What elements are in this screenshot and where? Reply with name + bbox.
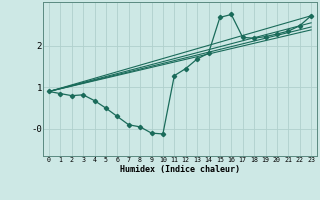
- X-axis label: Humidex (Indice chaleur): Humidex (Indice chaleur): [120, 165, 240, 174]
